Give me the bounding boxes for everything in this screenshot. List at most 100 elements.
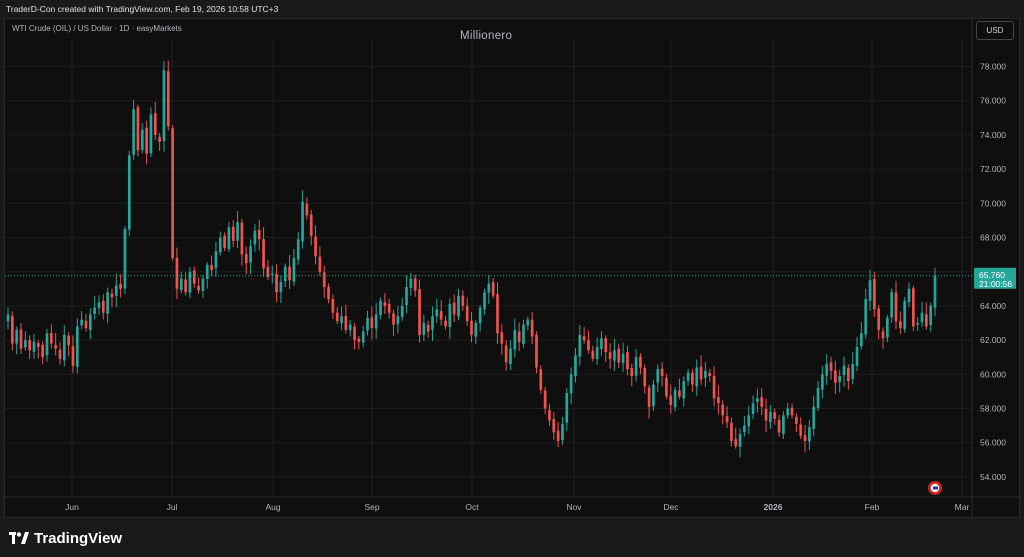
candle-body xyxy=(907,288,911,303)
candle-body xyxy=(71,346,75,366)
candle-body xyxy=(158,136,161,142)
candle-body xyxy=(210,265,213,270)
time-tick-label: Nov xyxy=(566,502,582,512)
candle-body xyxy=(747,415,751,427)
candle-body xyxy=(6,314,10,322)
candle-body xyxy=(426,324,430,332)
candle-body xyxy=(864,299,868,335)
candle-body xyxy=(127,155,131,230)
candle-body xyxy=(374,314,378,329)
candle-body xyxy=(361,331,365,343)
candle-body xyxy=(41,344,44,358)
candle-body xyxy=(786,408,790,416)
candle-body xyxy=(877,308,881,330)
candle-body xyxy=(244,253,248,264)
currency-button[interactable]: USD xyxy=(976,21,1014,40)
candle-body xyxy=(227,227,231,250)
time-tick-label: Jun xyxy=(65,502,79,512)
candle-body xyxy=(452,302,456,315)
candle-body xyxy=(179,278,183,291)
candle-body xyxy=(517,331,521,342)
candle-body xyxy=(842,365,846,376)
candle-body xyxy=(717,397,720,404)
price-tick-label: 58.000 xyxy=(980,404,1006,414)
price-tick-label: 60.000 xyxy=(980,369,1006,379)
price-tick-label: 76.000 xyxy=(980,96,1006,106)
candle-body xyxy=(496,294,499,334)
candle-body xyxy=(266,266,270,277)
candle-body xyxy=(49,333,53,344)
candle-body xyxy=(223,235,226,248)
candle-body xyxy=(695,367,699,387)
candle-body xyxy=(470,320,473,335)
candle-body xyxy=(62,334,66,361)
candle-body xyxy=(699,366,703,380)
candle-body xyxy=(838,376,842,382)
candle-body xyxy=(483,292,486,310)
chart-panel[interactable] xyxy=(4,18,1020,518)
candle-body xyxy=(240,222,244,255)
candle-body xyxy=(439,311,443,320)
candle-body xyxy=(738,434,742,447)
countdown-label: 21:00:56 xyxy=(979,279,1012,289)
candle-body xyxy=(725,416,729,423)
candle-body xyxy=(504,345,508,363)
candle-body xyxy=(309,214,313,236)
candle-body xyxy=(171,128,174,259)
candle-body xyxy=(669,395,673,406)
candle-body xyxy=(734,439,738,447)
price-tick-label: 70.000 xyxy=(980,198,1006,208)
candle-body xyxy=(119,283,122,289)
candle-body xyxy=(712,375,716,399)
price-tick-label: 72.000 xyxy=(980,164,1006,174)
candle-body xyxy=(448,304,452,328)
tradingview-logo[interactable]: TradingView xyxy=(9,529,122,547)
candle-body xyxy=(821,374,824,390)
candle-body xyxy=(45,333,49,356)
candle-body xyxy=(175,257,179,289)
candle-body xyxy=(340,316,343,324)
candle-body xyxy=(101,301,105,313)
candle-body xyxy=(162,69,166,141)
candle-body xyxy=(283,266,287,282)
symbol-title[interactable]: WTI Crude (OIL) / US Dollar · 1D · easyM… xyxy=(12,24,182,33)
candle-body xyxy=(535,334,538,368)
candle-body xyxy=(708,372,712,377)
candle-body xyxy=(851,364,855,380)
candle-body xyxy=(548,410,551,421)
candle-body xyxy=(444,320,447,327)
candle-body xyxy=(136,107,140,151)
candle-body xyxy=(132,109,135,155)
candle-body xyxy=(604,338,608,353)
candle-body xyxy=(678,390,681,397)
candle-body xyxy=(28,340,32,351)
candle-body xyxy=(80,319,83,326)
candle-body xyxy=(353,326,356,341)
candle-body xyxy=(924,314,928,327)
candle-body xyxy=(721,404,725,416)
candle-body xyxy=(834,370,837,383)
candle-body xyxy=(686,372,690,381)
candle-body xyxy=(357,338,361,342)
candle-body xyxy=(764,408,768,421)
candle-body xyxy=(418,289,421,335)
candle-body xyxy=(409,278,413,288)
candle-body xyxy=(595,346,599,360)
candle-body xyxy=(327,286,330,300)
candle-body xyxy=(10,316,14,344)
candle-body xyxy=(920,312,924,323)
candle-body xyxy=(790,407,794,416)
candle-body xyxy=(348,324,352,331)
candle-body xyxy=(288,266,291,281)
candle-body xyxy=(366,317,369,331)
candle-body xyxy=(855,346,859,366)
price-tick-label: 54.000 xyxy=(980,472,1006,482)
candle-body xyxy=(795,416,798,424)
candle-body xyxy=(153,113,157,135)
candle-body xyxy=(682,381,686,399)
candle-body xyxy=(478,307,482,324)
chart-watermark: Millionero xyxy=(460,30,513,42)
candle-body xyxy=(847,367,850,382)
candle-body xyxy=(587,340,590,351)
